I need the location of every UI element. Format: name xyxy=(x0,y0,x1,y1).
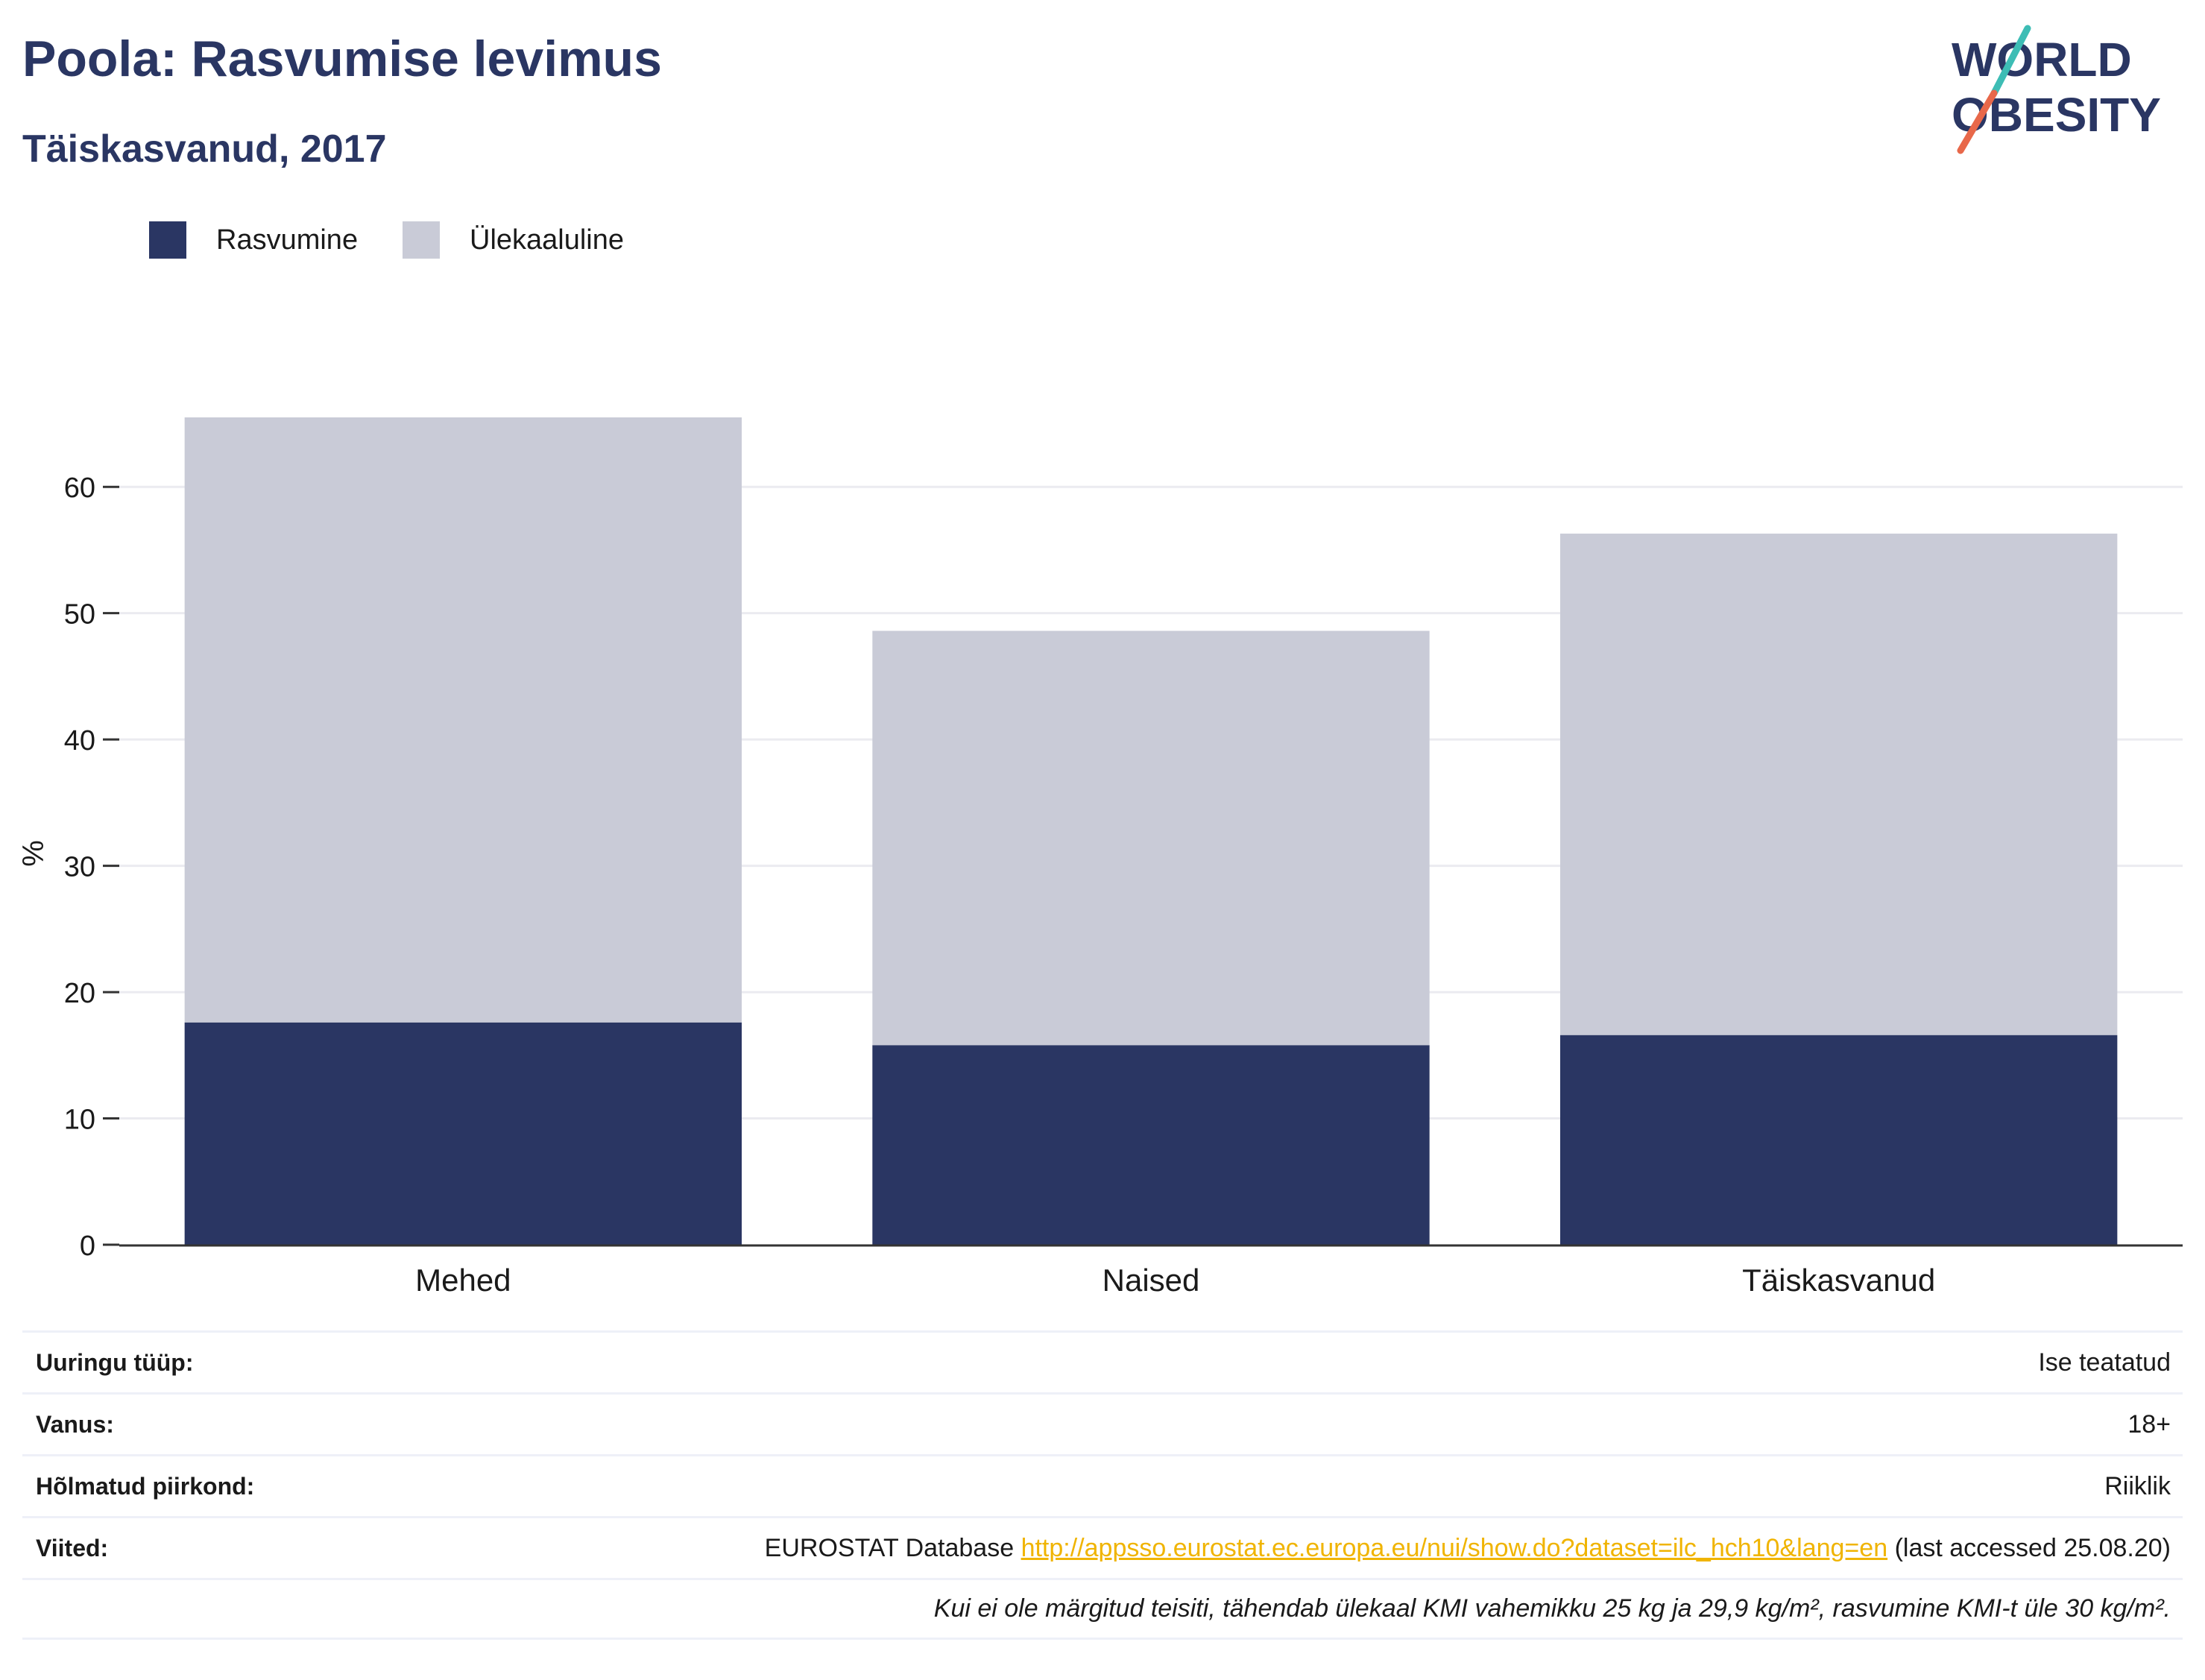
y-axis-label: % xyxy=(17,840,50,867)
x-axis-ticks: Mehed Naised Täiskasvanud xyxy=(415,1263,1935,1298)
definition-note: Kui ei ole märgitud teisiti, tähendab ül… xyxy=(933,1594,2171,1623)
bar-obesity-mehed[interactable] xyxy=(184,1022,742,1245)
y-tick-label: 0 xyxy=(80,1231,95,1262)
logo-word-1: WORLD xyxy=(1952,33,2132,86)
info-row-age: Vanus: 18+ xyxy=(22,1392,2183,1454)
bar-overweight-täiskasvanud[interactable] xyxy=(1559,533,2118,1035)
info-table: Uuringu tüüp: Ise teatatud Vanus: 18+ Hõ… xyxy=(22,1330,2183,1640)
x-tick-label: Mehed xyxy=(415,1263,511,1298)
legend-item-overweight[interactable]: Ülekaaluline xyxy=(403,221,624,259)
chart-bars xyxy=(184,417,2118,1245)
references-value: EUROSTAT Database http://appsso.eurostat… xyxy=(765,1534,2183,1563)
references-link[interactable]: http://appsso.eurostat.ec.europa.eu/nui/… xyxy=(1021,1533,1888,1562)
info-row-region: Hõlmatud piirkond: Riiklik xyxy=(22,1454,2183,1516)
chart-subtitle: Täiskasvanud, 2017 xyxy=(22,127,387,171)
legend-item-obesity[interactable]: Rasvumine xyxy=(149,221,358,259)
info-row-note: Kui ei ole märgitud teisiti, tähendab ül… xyxy=(22,1578,2183,1640)
region-value: Riiklik xyxy=(2104,1471,2171,1500)
bar-overweight-naised[interactable] xyxy=(872,631,1430,1046)
info-row-survey: Uuringu tüüp: Ise teatatud xyxy=(22,1330,2183,1392)
x-tick-label: Naised xyxy=(1102,1263,1200,1298)
survey-type-value: Ise teatatud xyxy=(2038,1348,2171,1377)
world-obesity-logo: WORLD OBESITY xyxy=(1952,25,2161,154)
bar-obesity-täiskasvanud[interactable] xyxy=(1559,1035,2118,1245)
bar-chart: 0 10 20 30 40 50 60 Mehed Naised Täiskasvanud % xyxy=(17,417,2183,1298)
logo-slash-teal xyxy=(1990,25,2031,97)
references-label: Viited: xyxy=(36,1534,109,1561)
info-row-references: Viited: EUROSTAT Database http://appsso.… xyxy=(22,1516,2183,1578)
references-source: EUROSTAT Database xyxy=(764,1533,1015,1562)
legend-label-overweight: Ülekaaluline xyxy=(470,224,625,256)
y-tick-label: 60 xyxy=(64,473,95,504)
region-label: Hõlmatud piirkond: xyxy=(36,1472,255,1500)
y-tick-label: 10 xyxy=(64,1105,95,1136)
bar-overweight-mehed[interactable] xyxy=(184,417,742,1023)
logo-word-2: OBESITY xyxy=(1952,88,2161,142)
y-axis-ticks: 0 10 20 30 40 50 60 xyxy=(64,473,119,1262)
y-tick-label: 20 xyxy=(64,978,95,1009)
references-accessed: (last accessed 25.08.20) xyxy=(1894,1533,2171,1562)
legend-swatch-obesity xyxy=(149,221,186,259)
y-tick-label: 40 xyxy=(64,725,95,757)
y-tick-label: 50 xyxy=(64,599,95,631)
legend-label-obesity: Rasvumine xyxy=(216,224,359,256)
chart-title: Poola: Rasvumise levimus xyxy=(22,31,662,87)
age-label: Vanus: xyxy=(36,1410,114,1438)
legend-swatch-overweight xyxy=(403,221,440,259)
age-value: 18+ xyxy=(2127,1409,2171,1439)
logo-slash-coral xyxy=(1957,89,1998,154)
x-tick-label: Täiskasvanud xyxy=(1742,1263,1935,1298)
bar-obesity-naised[interactable] xyxy=(872,1045,1430,1245)
survey-type-label: Uuringu tüüp: xyxy=(36,1348,194,1376)
y-tick-label: 30 xyxy=(64,852,95,883)
